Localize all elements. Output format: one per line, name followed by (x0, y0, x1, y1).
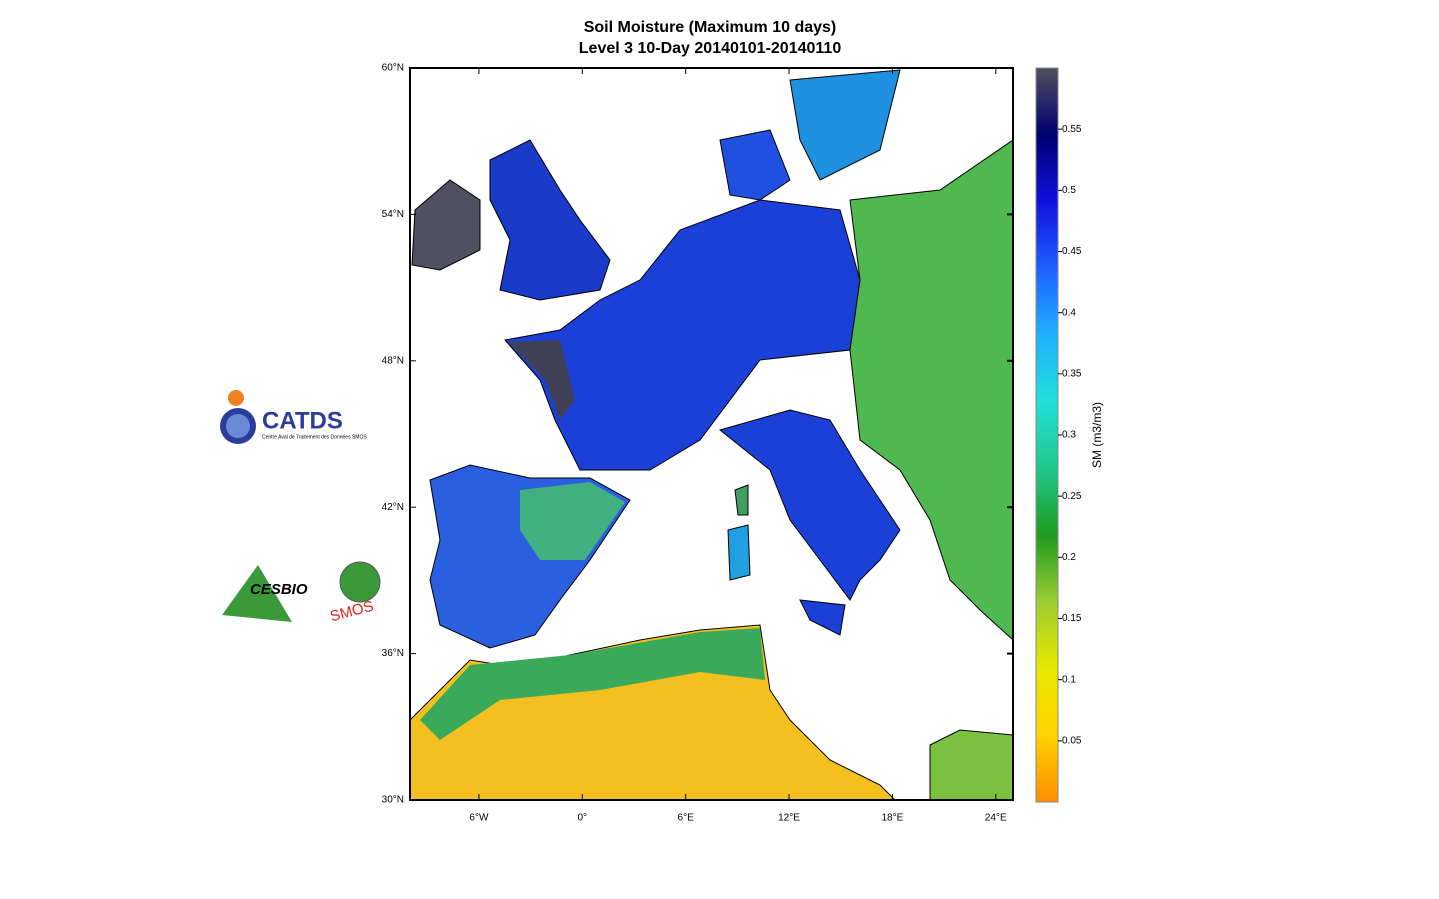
catds-text: CATDS (262, 407, 343, 434)
colorbar-tick-label: 0.2 (1062, 552, 1076, 563)
y-tick-label: 36°N (382, 648, 404, 659)
denmark-scandinavia (719, 129, 791, 201)
sardinia (727, 524, 751, 581)
x-tick-label: 6°W (469, 813, 489, 824)
x-tick-label: 6°E (678, 813, 695, 824)
globe-inner (226, 414, 250, 438)
north-africa-coast (420, 628, 765, 740)
y-tick-label: 30°N (382, 795, 404, 806)
title-line-1: Soil Moisture (Maximum 10 days) (584, 19, 837, 36)
eastern-europe (849, 139, 1013, 641)
x-tick-label: 18°E (882, 813, 904, 824)
brittany (508, 340, 575, 420)
map-land (410, 69, 1013, 800)
colorbar-tick-label: 0.25 (1062, 491, 1082, 502)
great-britain (489, 139, 611, 301)
smos-text: SMOS (328, 598, 375, 626)
title-line-2: Level 3 10-Day 20140101-20140110 (579, 40, 842, 57)
colorbar-tick-label: 0.1 (1062, 674, 1076, 685)
x-tick-label: 24°E (985, 813, 1007, 824)
corsica (734, 484, 749, 516)
y-tick-label: 54°N (382, 209, 404, 220)
x-tick-label: 0° (578, 813, 588, 824)
iberia-east (520, 482, 625, 560)
italy (718, 409, 901, 601)
catds-logo: CATDS Centre Aval de Traitement des Donn… (220, 390, 367, 444)
colorbar-tick-label: 0.15 (1062, 613, 1082, 624)
cesbio-triangle (222, 565, 292, 622)
colorbar-tick-label: 0.35 (1062, 368, 1082, 379)
satellite (228, 390, 244, 406)
cesbio-logo: CESBIO (222, 565, 308, 622)
cesbio-text: CESBIO (250, 581, 308, 598)
colorbar-tick-label: 0.55 (1062, 124, 1082, 135)
smos-logo: SMOS (328, 561, 381, 626)
catds-subtext: Centre Aval de Traitement des Données SM… (262, 434, 367, 440)
ireland (411, 179, 481, 271)
colorbar-tick-label: 0.45 (1062, 246, 1082, 257)
y-tick-label: 42°N (382, 502, 404, 513)
sicily (799, 599, 846, 636)
colorbar-tick-label: 0.4 (1062, 307, 1076, 318)
y-tick-label: 48°N (382, 355, 404, 366)
colorbar (1035, 67, 1059, 803)
colorbar-label: SM (m3/m3) (1090, 402, 1104, 468)
y-tick-label: 60°N (382, 63, 404, 74)
map-frame (409, 67, 1014, 801)
libya-egypt (929, 729, 1013, 800)
x-tick-label: 12°E (778, 813, 800, 824)
smos-globe (339, 561, 381, 603)
colorbar-tick-label: 0.5 (1062, 185, 1076, 196)
colorbar-tick-label: 0.05 (1062, 735, 1082, 746)
scandinavia-south (789, 69, 901, 181)
colorbar-tick-label: 0.3 (1062, 430, 1076, 441)
